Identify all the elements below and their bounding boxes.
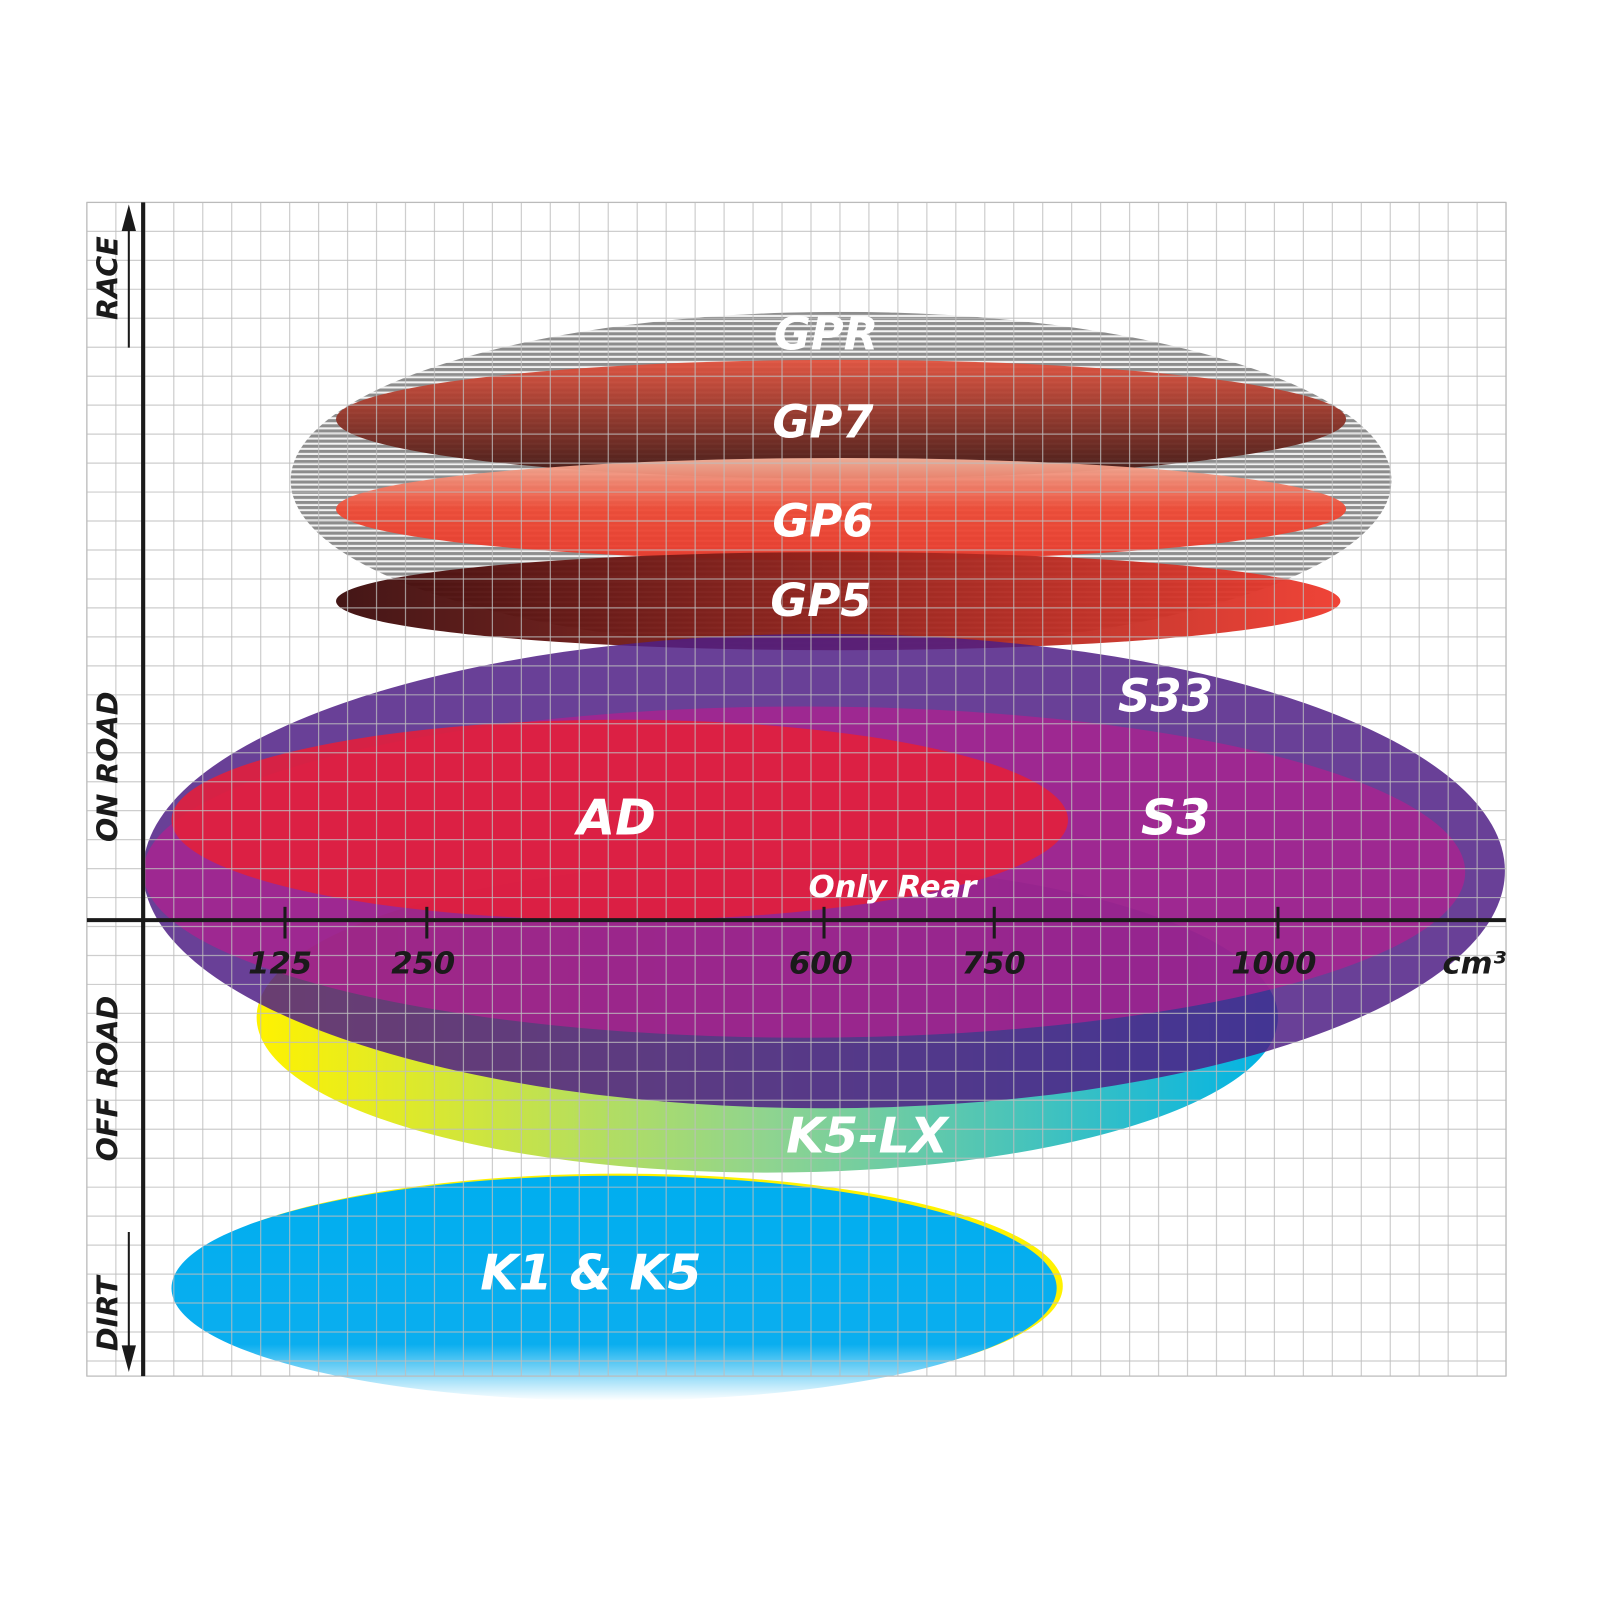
y-label-off-road: OFF ROAD [91,996,125,1162]
label-gpr: GPR [774,307,879,360]
label-s33: S33 [1118,669,1213,722]
ellipse-gp7 [336,359,1347,479]
y-label-on-road: ON ROAD [91,692,125,842]
label-k1-k5: K1 & K5 [480,1243,701,1301]
x-tick-labels: 125 250 600 750 1000 cm³ [248,946,1506,981]
label-gp7: GP7 [772,395,874,448]
label-gp5: GP5 [770,574,871,627]
label-s3: S3 [1141,788,1210,846]
y-category-labels: RACE ON ROAD OFF ROAD DIRT [91,236,125,1351]
axes [86,202,1506,1377]
x-tick-label: 750 [962,946,1026,981]
ellipse-gp6 [336,458,1347,561]
x-tick-label: 1000 [1231,946,1316,981]
label-ad: AD [573,788,656,846]
x-axis-unit: cm³ [1442,946,1506,981]
y-label-race: RACE [91,236,125,320]
ellipse-gp5 [336,552,1341,651]
series-labels: GPR GP7 GP6 GP5 S33 S3 AD Only Rear K5-L… [480,307,1213,1301]
grid-border [86,201,1507,1377]
x-tick-label: 125 [248,946,312,981]
label-k5-lx: K5-LX [786,1106,950,1164]
ellipse-k1-k5 [171,1175,1057,1401]
grid [86,201,1507,1377]
x-tick-label: 600 [789,946,853,981]
x-tick-label: 250 [391,946,455,981]
arrow-down-icon [121,1345,136,1373]
label-gp6: GP6 [772,494,873,547]
arrow-up-icon [121,204,136,232]
label-only-rear: Only Rear [809,870,979,905]
ellipse-ad [171,719,1069,921]
y-label-dirt: DIRT [91,1274,125,1351]
